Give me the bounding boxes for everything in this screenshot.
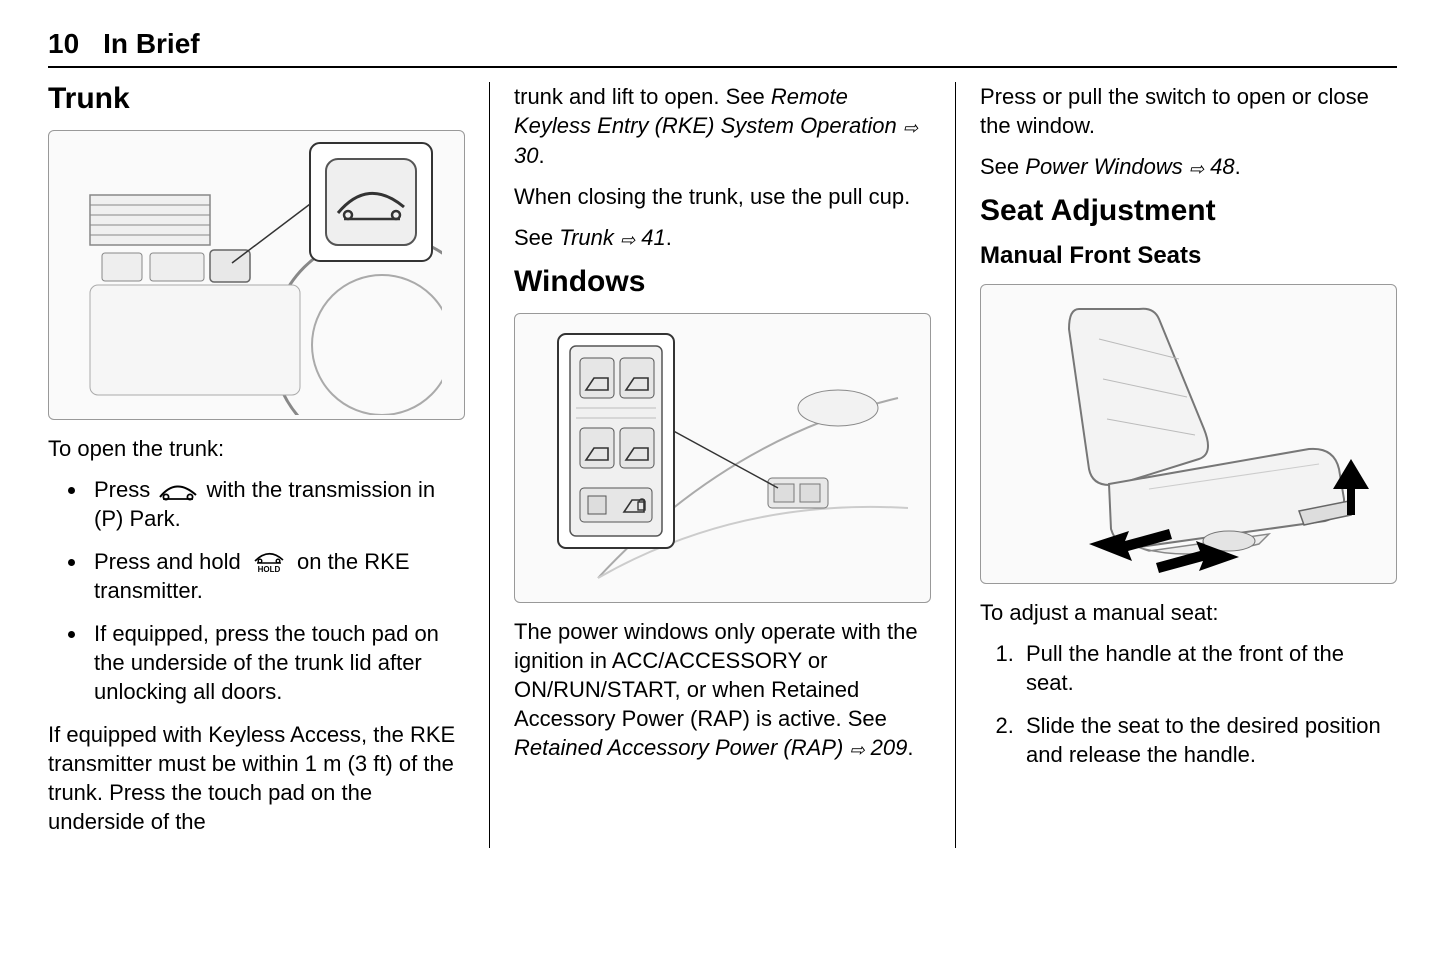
see-pw-post: .: [1235, 154, 1241, 179]
section-name: In Brief: [103, 28, 199, 60]
svg-text:HOLD: HOLD: [258, 565, 281, 573]
text-see-trunk: See Trunk ⇨ 41.: [514, 223, 931, 253]
hold-rke-icon: HOLD: [249, 551, 289, 573]
text-trunk-cont-2: .: [538, 143, 544, 168]
xref-power-windows: Power Windows ⇨ 48: [1025, 154, 1234, 179]
text-see-pw: See Power Windows ⇨ 48.: [980, 152, 1397, 182]
bullet-1: Press with the transmission in (P) Park.: [88, 475, 465, 533]
text-trunk-cont: trunk and lift to open. See Remote Keyle…: [514, 82, 931, 170]
see-trunk-pre: See: [514, 225, 559, 250]
bullet-1-pre: Press: [94, 477, 156, 502]
page-number: 10: [48, 28, 79, 60]
page-header: 10 In Brief: [48, 28, 1397, 68]
heading-seat-adjustment: Seat Adjustment: [980, 194, 1397, 228]
figure-trunk-button: [48, 130, 465, 420]
subheading-manual-seats: Manual Front Seats: [980, 242, 1397, 270]
heading-trunk: Trunk: [48, 82, 465, 116]
text-power-windows: The power windows only operate with the …: [514, 617, 931, 763]
xref-arrow-icon: ⇨: [620, 229, 635, 253]
text-switch: Press or pull the switch to open or clos…: [980, 82, 1397, 140]
figure-window-switches: [514, 313, 931, 603]
content-columns: Trunk: [48, 82, 1397, 848]
text-trunk-cont-1: trunk and lift to open. See: [514, 84, 771, 109]
figure-manual-seat: [980, 284, 1397, 584]
bullet-3-pre: If equipped, press the touch pad on the …: [94, 621, 439, 704]
step-2: Slide the seat to the desired position a…: [1020, 711, 1397, 769]
trunk-release-icon: [158, 483, 198, 501]
column-2: trunk and lift to open. See Remote Keyle…: [489, 82, 955, 848]
text-pw-1: The power windows only operate with the …: [514, 619, 918, 731]
text-open-trunk: To open the trunk:: [48, 434, 465, 463]
text-keyless: If equipped with Keyless Access, the RKE…: [48, 720, 465, 836]
xref-arrow-icon: ⇨: [903, 117, 918, 141]
heading-windows: Windows: [514, 265, 931, 299]
trunk-bullet-list: Press with the transmission in (P) Park.…: [48, 475, 465, 706]
column-3: Press or pull the switch to open or clos…: [955, 82, 1397, 848]
bullet-2-pre: Press and hold: [94, 549, 247, 574]
step-1: Pull the handle at the front of the seat…: [1020, 639, 1397, 697]
bullet-3: If equipped, press the touch pad on the …: [88, 619, 465, 706]
see-trunk-post: .: [666, 225, 672, 250]
xref-rap: Retained Accessory Power (RAP) ⇨ 209: [514, 735, 907, 760]
bullet-2: Press and hold HOLD on the RKE transmitt…: [88, 547, 465, 605]
xref-trunk: Trunk ⇨ 41: [559, 225, 665, 250]
seat-steps-list: Pull the handle at the front of the seat…: [980, 639, 1397, 769]
xref-arrow-icon: ⇨: [1189, 158, 1204, 182]
text-pw-2: .: [907, 735, 913, 760]
xref-arrow-icon: ⇨: [849, 739, 864, 763]
see-pw-pre: See: [980, 154, 1025, 179]
text-adjust-seat: To adjust a manual seat:: [980, 598, 1397, 627]
text-closing-trunk: When closing the trunk, use the pull cup…: [514, 182, 931, 211]
column-1: Trunk: [48, 82, 489, 848]
